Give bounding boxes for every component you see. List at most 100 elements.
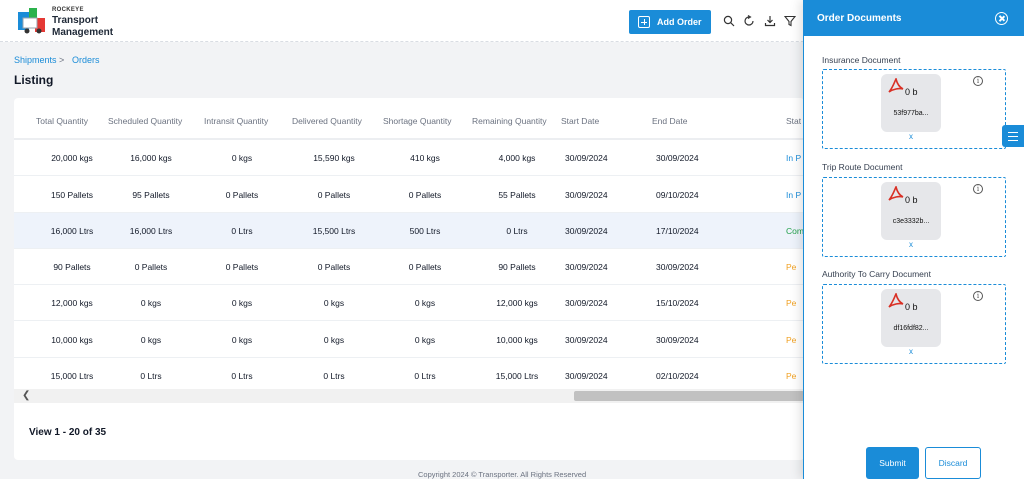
cell-start: 30/09/2024 — [565, 298, 608, 308]
info-icon[interactable]: i — [973, 76, 983, 86]
submit-button[interactable]: Submit — [866, 447, 919, 479]
discard-button[interactable]: Discard — [925, 447, 981, 479]
remove-file-button[interactable]: x — [909, 132, 913, 141]
cell-total: 90 Pallets — [53, 262, 91, 272]
column-header-remaining-quantity[interactable]: Remaining Quantity — [472, 116, 547, 126]
column-header-scheduled-quantity[interactable]: Scheduled Quantity — [108, 116, 183, 126]
remove-file-button[interactable]: x — [909, 240, 913, 249]
add-order-label: Add Order — [657, 17, 702, 27]
cell-shortage: 410 kgs — [410, 153, 440, 163]
pdf-file-icon — [888, 186, 904, 201]
filter-toggle-button[interactable] — [1002, 125, 1024, 147]
cell-shortage: 0 Ltrs — [414, 371, 436, 381]
trip-route-upload-box[interactable]: 0 b c3e3332b... x i — [822, 177, 1006, 257]
column-header-shortage-quantity[interactable]: Shortage Quantity — [383, 116, 452, 126]
cell-delivered: 0 Ltrs — [323, 371, 345, 381]
info-icon[interactable]: i — [973, 291, 983, 301]
file-thumbnail[interactable]: 0 b df16fdf82... — [881, 289, 941, 347]
table-row[interactable] — [14, 140, 804, 176]
panel-header: Order Documents — [804, 0, 1024, 36]
cell-scheduled: 0 Ltrs — [140, 371, 162, 381]
cell-total: 16,000 Ltrs — [50, 226, 94, 236]
cell-intransit: 0 Ltrs — [231, 226, 253, 236]
cell-total: 10,000 kgs — [51, 335, 93, 345]
add-order-button[interactable]: Add Order — [629, 10, 711, 34]
authority-to-carry-upload-box[interactable]: 0 b df16fdf82... x i — [822, 284, 1006, 364]
cell-scheduled: 95 Pallets — [132, 190, 170, 200]
horizontal-scrollbar[interactable]: ❮ — [14, 389, 804, 403]
column-header-delivered-quantity[interactable]: Delivered Quantity — [292, 116, 362, 126]
pdf-file-icon — [888, 78, 904, 93]
file-size: 0 b — [905, 302, 918, 312]
cell-remaining: 15,000 Ltrs — [495, 371, 539, 381]
app-logo — [18, 8, 45, 34]
pagination-summary: View 1 - 20 of 35 — [29, 427, 107, 438]
file-name: df16fdf82... — [893, 325, 929, 332]
column-header-status[interactable]: Stat — [786, 116, 802, 126]
table-row[interactable] — [14, 285, 804, 321]
scroll-left-icon[interactable]: ❮ — [22, 390, 31, 401]
column-header-start-date[interactable]: Start Date — [561, 116, 600, 126]
cell-intransit: 0 kgs — [231, 298, 253, 308]
download-icon[interactable] — [764, 15, 776, 27]
table-row[interactable] — [14, 177, 804, 213]
info-icon[interactable]: i — [973, 184, 983, 194]
refresh-icon[interactable] — [743, 15, 755, 27]
status-badge: Pe — [786, 335, 797, 345]
file-name: 53f977ba... — [893, 110, 929, 117]
cell-end: 30/09/2024 — [656, 153, 699, 163]
file-thumbnail[interactable]: 0 b 53f977ba... — [881, 74, 941, 132]
cell-intransit: 0 kgs — [231, 335, 253, 345]
brand-title-line1: Transport — [52, 15, 99, 26]
column-header-end-date[interactable]: End Date — [652, 116, 688, 126]
breadcrumb-separator-icon: > — [59, 55, 65, 65]
cell-delivered: 0 kgs — [323, 335, 345, 345]
cell-start: 30/09/2024 — [565, 226, 608, 236]
cell-intransit: 0 Pallets — [225, 190, 259, 200]
insurance-document-label: Insurance Document — [822, 55, 901, 65]
column-header-intransit-quantity[interactable]: Intransit Quantity — [204, 116, 269, 126]
cell-total: 20,000 kgs — [51, 153, 93, 163]
brand-small-name: ROCKEYE — [52, 7, 84, 13]
insurance-upload-box[interactable]: 0 b 53f977ba... x i — [822, 69, 1006, 149]
status-badge: Pe — [786, 371, 797, 381]
cell-scheduled: 16,000 kgs — [130, 153, 172, 163]
cell-end: 30/09/2024 — [656, 262, 699, 272]
breadcrumb-orders[interactable]: Orders — [72, 55, 100, 65]
cell-start: 30/09/2024 — [565, 371, 608, 381]
plus-icon — [638, 16, 650, 28]
status-badge: In P — [786, 190, 802, 200]
table-row[interactable] — [14, 322, 804, 358]
cell-delivered: 15,500 Ltrs — [312, 226, 356, 236]
cell-total: 15,000 Ltrs — [50, 371, 94, 381]
filter-icon[interactable] — [784, 15, 796, 27]
status-badge: Pe — [786, 262, 797, 272]
cell-remaining: 90 Pallets — [498, 262, 536, 272]
table-header-divider — [14, 138, 804, 140]
cell-shortage: 0 kgs — [414, 335, 436, 345]
cell-shortage: 0 Pallets — [408, 262, 442, 272]
cell-scheduled: 0 kgs — [140, 335, 162, 345]
cell-end: 02/10/2024 — [656, 371, 699, 381]
cell-remaining: 55 Pallets — [498, 190, 536, 200]
cell-start: 30/09/2024 — [565, 335, 608, 345]
cell-intransit: 0 Pallets — [225, 262, 259, 272]
status-badge: Pe — [786, 298, 797, 308]
column-header-total-quantity[interactable]: Total Quantity — [36, 116, 88, 126]
cell-delivered: 15,590 kgs — [313, 153, 355, 163]
breadcrumb-shipments[interactable]: Shipments — [14, 55, 57, 65]
file-thumbnail[interactable]: 0 b c3e3332b... — [881, 182, 941, 240]
remove-file-button[interactable]: x — [909, 347, 913, 356]
pdf-file-icon — [888, 293, 904, 308]
search-icon[interactable] — [723, 15, 735, 27]
cell-start: 30/09/2024 — [565, 153, 608, 163]
cell-intransit: 0 kgs — [231, 153, 253, 163]
cell-end: 17/10/2024 — [656, 226, 699, 236]
cell-delivered: 0 Pallets — [317, 190, 351, 200]
scrollbar-thumb[interactable] — [574, 391, 804, 401]
table-row[interactable] — [14, 213, 804, 249]
table-row[interactable] — [14, 249, 804, 285]
cell-total: 12,000 kgs — [51, 298, 93, 308]
cell-total: 150 Pallets — [50, 190, 94, 200]
close-icon[interactable] — [995, 12, 1008, 25]
